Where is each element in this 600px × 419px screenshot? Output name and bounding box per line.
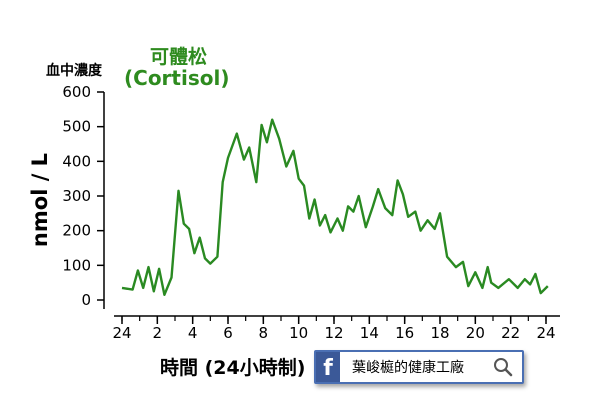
facebook-page-name: 葉峻榳的健康工廠 — [352, 360, 464, 376]
facebook-icon[interactable]: f — [316, 352, 340, 382]
x-tick-label: 6 — [223, 324, 233, 342]
x-tick-label: 8 — [259, 324, 269, 342]
y-tick-label: 400 — [62, 152, 91, 170]
x-tick-label: 18 — [430, 324, 449, 342]
chart-title-english: (Cortisol) — [124, 66, 230, 90]
y-axis-label: nmol / L — [28, 152, 52, 248]
x-tick-label: 10 — [289, 324, 308, 342]
x-tick-label: 2 — [153, 324, 163, 342]
x-axis-label: 時間 (24小時制) — [160, 357, 306, 379]
y-tick-label: 100 — [62, 256, 91, 274]
x-tick-label: 14 — [360, 324, 379, 342]
x-tick-label: 16 — [395, 324, 414, 342]
y-tick-label: 600 — [62, 83, 91, 101]
x-tick-label: 22 — [501, 324, 520, 342]
search-icon[interactable] — [490, 354, 516, 380]
y-unit-label: 血中濃度 — [46, 63, 102, 79]
y-tick-label: 500 — [62, 118, 91, 136]
cortisol-series-line — [121, 118, 549, 296]
x-tick-label: 12 — [324, 324, 343, 342]
facebook-page-search-bar[interactable]: f 葉峻榳的健康工廠 — [314, 350, 524, 384]
x-tick-label: 4 — [188, 324, 198, 342]
x-tick-label: 20 — [466, 324, 485, 342]
y-tick-label: 200 — [62, 222, 91, 240]
y-tick-label: 0 — [81, 291, 91, 309]
x-tick-label: 24 — [112, 324, 131, 342]
y-tick-label: 300 — [62, 187, 91, 205]
chart-title-chinese: 可體松 — [150, 46, 208, 68]
x-tick-label: 24 — [536, 324, 555, 342]
